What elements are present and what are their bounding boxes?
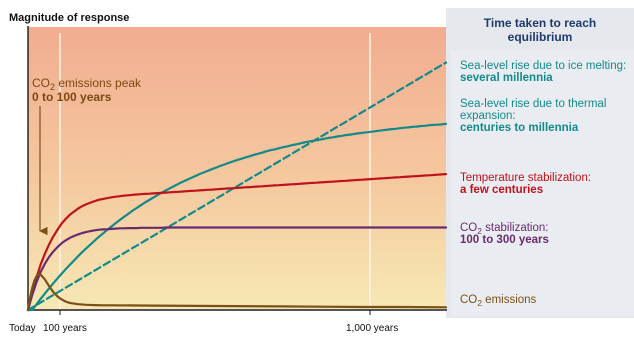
x-tick-label-today: Today xyxy=(9,323,36,334)
legend-timescale-co2-stab: 100 to 300 years xyxy=(460,234,549,246)
peak-annotation: CO2 emissions peak xyxy=(32,76,142,92)
series-line-sea-thermal xyxy=(26,122,448,312)
peak-annotation-subscript: 2 xyxy=(50,82,55,92)
legend-timescale-sea-ice: several millennia xyxy=(460,72,553,84)
series-layer xyxy=(26,61,448,312)
y-axis-label: Magnitude of response xyxy=(9,12,129,24)
series-line-co2-stab xyxy=(26,226,448,312)
legend-label-co2-stab-0: CO2 stabilization: xyxy=(460,222,548,236)
legend-title-line-2: equilibrium xyxy=(508,30,573,44)
series-line-sea-ice xyxy=(26,61,448,312)
plot-background xyxy=(28,27,446,309)
legend-label-sea-thermal-1: expansion: xyxy=(460,110,516,122)
legend-label-co2-emissions-0: CO2 emissions xyxy=(460,294,537,308)
peak-annotation-range: 0 to 100 years xyxy=(32,90,112,104)
x-tick-label-1000-years: 1,000 years xyxy=(346,323,398,334)
series-line-co2-emissions xyxy=(26,273,448,312)
legend-timescale-temperature: a few centuries xyxy=(460,184,543,196)
legend-label-sea-ice-0: Sea-level rise due to ice melting: xyxy=(460,60,626,72)
legend-panel-inner xyxy=(451,50,634,315)
series-line-temperature xyxy=(26,173,448,312)
legend-label-sea-thermal-0: Sea-level rise due to thermal xyxy=(460,98,606,110)
legend-timescale-sea-thermal: centuries to millennia xyxy=(460,122,579,134)
x-tick-label-100-years: 100 years xyxy=(43,323,87,334)
legend-title-line-1: Time taken to reach xyxy=(484,16,597,30)
legend-layer: Sea-level rise due to ice melting:severa… xyxy=(460,60,626,308)
legend-label-temperature-0: Temperature stabilization: xyxy=(460,172,591,184)
